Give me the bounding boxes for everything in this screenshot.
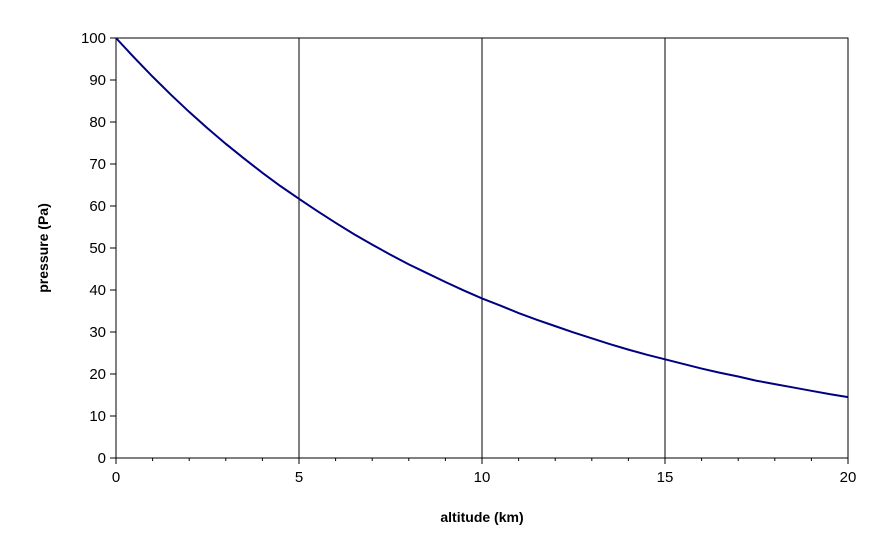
series-line [115, 37, 849, 399]
grid-lines [298, 38, 666, 458]
x-tick-label-2: 10 [474, 469, 491, 486]
y-tick-label-2: 20 [89, 366, 106, 383]
x-tick-label-4: 20 [840, 469, 857, 486]
y-tick-label-10: 100 [81, 30, 106, 47]
y-tick-label-1: 10 [89, 408, 106, 425]
y-tick-label-5: 50 [89, 240, 106, 257]
y-tick-label-4: 40 [89, 282, 106, 299]
x-tick-label-3: 15 [657, 469, 674, 486]
y-axis-title: pressure (Pa) [35, 203, 51, 292]
y-tick-label-6: 60 [89, 198, 106, 215]
y-tick-label-7: 70 [89, 156, 106, 173]
x-axis-title: altitude (km) [440, 509, 523, 525]
y-tick-label-0: 0 [98, 450, 106, 467]
axis-ticks [110, 37, 849, 464]
x-tick-label-1: 5 [295, 469, 303, 486]
x-tick-labels: 0 5 10 15 20 [112, 469, 857, 486]
y-tick-label-9: 90 [89, 72, 106, 89]
y-tick-labels: 0 10 20 30 40 50 60 70 80 90 100 [81, 30, 106, 467]
y-tick-label-3: 30 [89, 324, 106, 341]
y-tick-label-8: 80 [89, 114, 106, 131]
x-tick-label-0: 0 [112, 469, 120, 486]
